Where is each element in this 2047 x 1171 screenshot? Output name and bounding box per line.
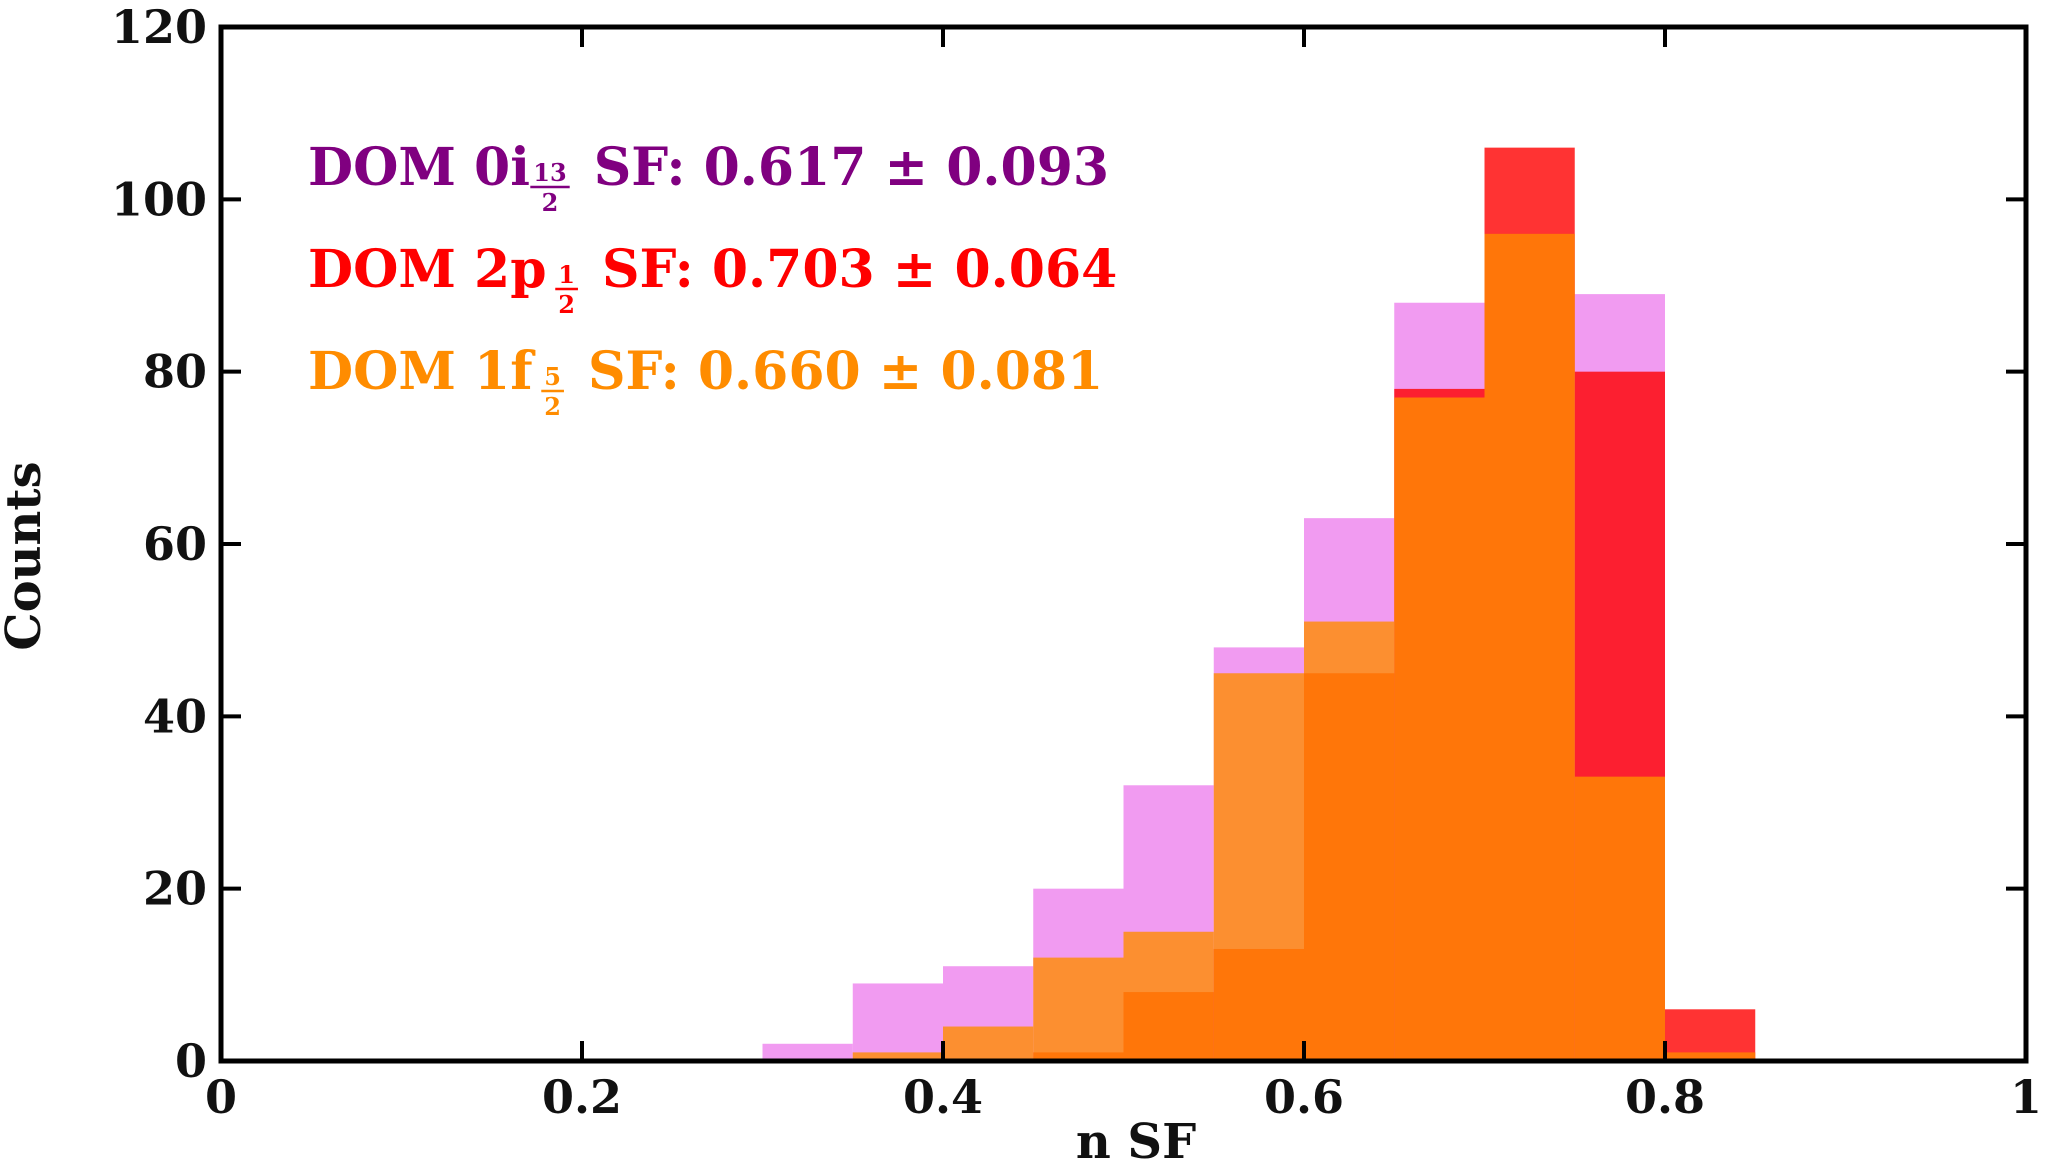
tick-labels: 0 0.2 0.4 0.6 0.8 1 0 20 40 60 80 100 120 (111, 0, 2042, 1124)
histogram-bar (1484, 233, 1575, 1062)
y-tick-label: 20 (143, 862, 207, 916)
y-tick-label: 120 (111, 0, 207, 54)
x-tick-label: 0.4 (903, 1070, 983, 1124)
y-tick-label: 80 (143, 345, 207, 399)
legend-subscript-denominator: 2 (542, 188, 559, 217)
histogram-bar (1123, 931, 1214, 1061)
histogram-bar (852, 983, 943, 1061)
y-tick-label: 40 (143, 689, 207, 743)
legend-label: DOM 1f (308, 341, 536, 402)
legend-entry: DOM 0i 132 SF: 0.617 ± 0.093 (308, 137, 1109, 217)
x-tick-label: 1 (2010, 1070, 2042, 1124)
x-tick-label: 0.6 (1264, 1070, 1344, 1124)
legend-subscript-numerator: 5 (544, 362, 561, 391)
histogram-bar (1574, 776, 1665, 1061)
legend-subscript-denominator: 2 (544, 392, 561, 421)
legend-subscript-denominator: 2 (558, 290, 575, 319)
histogram-bar (762, 1043, 853, 1061)
histogram-bar (1394, 397, 1485, 1061)
legend-label: DOM 2p (308, 239, 547, 300)
legend-entry: DOM 2p 12 SF: 0.703 ± 0.064 (308, 239, 1117, 319)
legend-subscript-numerator: 13 (533, 158, 566, 187)
legend-entry: DOM 1f 52 SF: 0.660 ± 0.081 (308, 341, 1103, 421)
legend-label: DOM 0i (308, 137, 530, 198)
histogram-bar (1665, 1052, 1756, 1061)
legend-value: SF: 0.617 ± 0.093 (594, 137, 1109, 198)
tick-marks (219, 25, 2028, 1063)
y-tick-label: 0 (175, 1034, 207, 1088)
x-tick-label: 0.2 (542, 1070, 622, 1124)
histogram-bar (852, 1052, 943, 1061)
x-tick-label: 0 (205, 1070, 237, 1124)
legend-subscript-numerator: 1 (558, 260, 575, 289)
y-tick-label: 100 (111, 172, 207, 226)
x-axis-title: n SF (1076, 1114, 1196, 1170)
y-axis-title: Counts (0, 461, 52, 650)
legend-value: SF: 0.703 ± 0.064 (602, 239, 1117, 300)
histogram-bar (1213, 673, 1304, 1061)
series-3-bars (852, 233, 1756, 1062)
legend-value: SF: 0.660 ± 0.081 (588, 341, 1103, 402)
y-tick-label: 60 (143, 517, 207, 571)
histogram-bar (1033, 957, 1124, 1061)
bars-layer (762, 147, 1756, 1062)
histogram-bar (943, 1026, 1034, 1061)
histogram-bar (1304, 621, 1395, 1061)
x-tick-label: 0.8 (1625, 1070, 1705, 1124)
